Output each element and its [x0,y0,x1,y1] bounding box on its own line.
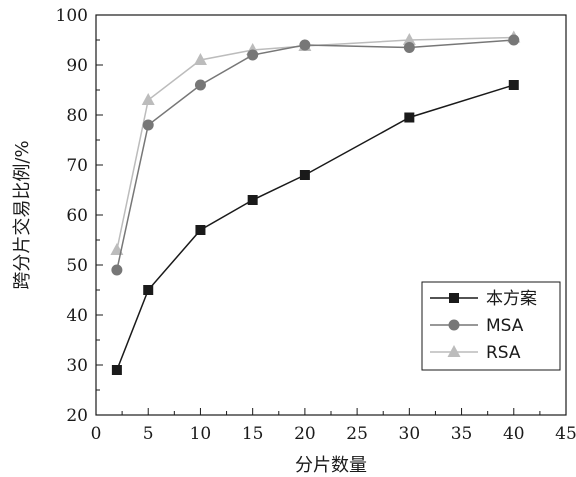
series-triangle [110,30,521,255]
y-tick-label: 30 [66,356,88,376]
y-tick-label: 80 [66,106,88,126]
legend-marker-circle [448,319,460,331]
x-tick-label: 5 [143,424,154,444]
x-tick-label: 30 [399,424,421,444]
x-tick-label: 15 [242,424,264,444]
y-tick-label: 70 [66,156,88,176]
legend-label: RSA [486,343,521,363]
data-point-circle [508,34,520,46]
data-point-square [143,285,154,295]
legend-box [421,281,561,371]
data-point-circle [247,49,259,61]
x-tick-label: 10 [190,424,212,444]
data-point-circle [142,119,154,131]
data-point-triangle [193,53,207,65]
legend-items: 本方案 MSA RSA [430,289,537,363]
y-tick-label: 50 [66,256,88,276]
data-point-triangle [141,93,155,105]
x-tick-label: 40 [503,424,525,444]
x-axis-ticks: 0 5 10 15 20 25 30 35 40 45 [91,408,576,444]
data-point-square [111,365,122,375]
y-tick-label: 40 [66,306,88,326]
data-point-circle [299,39,311,51]
data-point-circle [403,42,415,53]
legend-marker-square [449,293,459,303]
x-tick-label: 20 [294,424,316,444]
data-point-square [299,170,310,180]
legend-marker-triangle [447,345,461,357]
legend-label: 本方案 [486,289,537,309]
data-point-square [404,112,415,123]
y-axis-title: 跨分片交易比例/% [12,140,33,289]
data-point-square [508,80,519,90]
y-tick-label: 60 [66,206,88,226]
y-tick-label: 100 [56,6,88,26]
data-point-triangle [402,33,416,45]
x-tick-label: 0 [91,424,102,444]
legend-item: MSA [430,316,524,336]
data-point-square [195,225,206,235]
y-tick-label: 90 [66,56,88,76]
legend-item: 本方案 [430,289,537,309]
data-point-square [247,195,258,205]
legend-label: MSA [486,316,524,336]
x-tick-label: 25 [346,424,368,444]
series-line [116,39,514,271]
y-axis-ticks: 20 30 40 50 60 70 80 90 100 [56,6,103,426]
x-tick-label: 45 [555,424,576,444]
series-line [116,36,514,251]
y-tick-label: 20 [66,406,88,426]
x-axis-title: 分片数量 [295,455,367,476]
data-point-circle [194,79,206,91]
series-layer [110,30,521,375]
series-square [111,80,519,375]
legend-item: RSA [430,343,521,363]
legend: 本方案 MSA RSA [421,281,561,371]
data-point-circle [111,264,123,276]
series-circle [111,34,520,276]
x-tick-label: 35 [451,424,473,444]
